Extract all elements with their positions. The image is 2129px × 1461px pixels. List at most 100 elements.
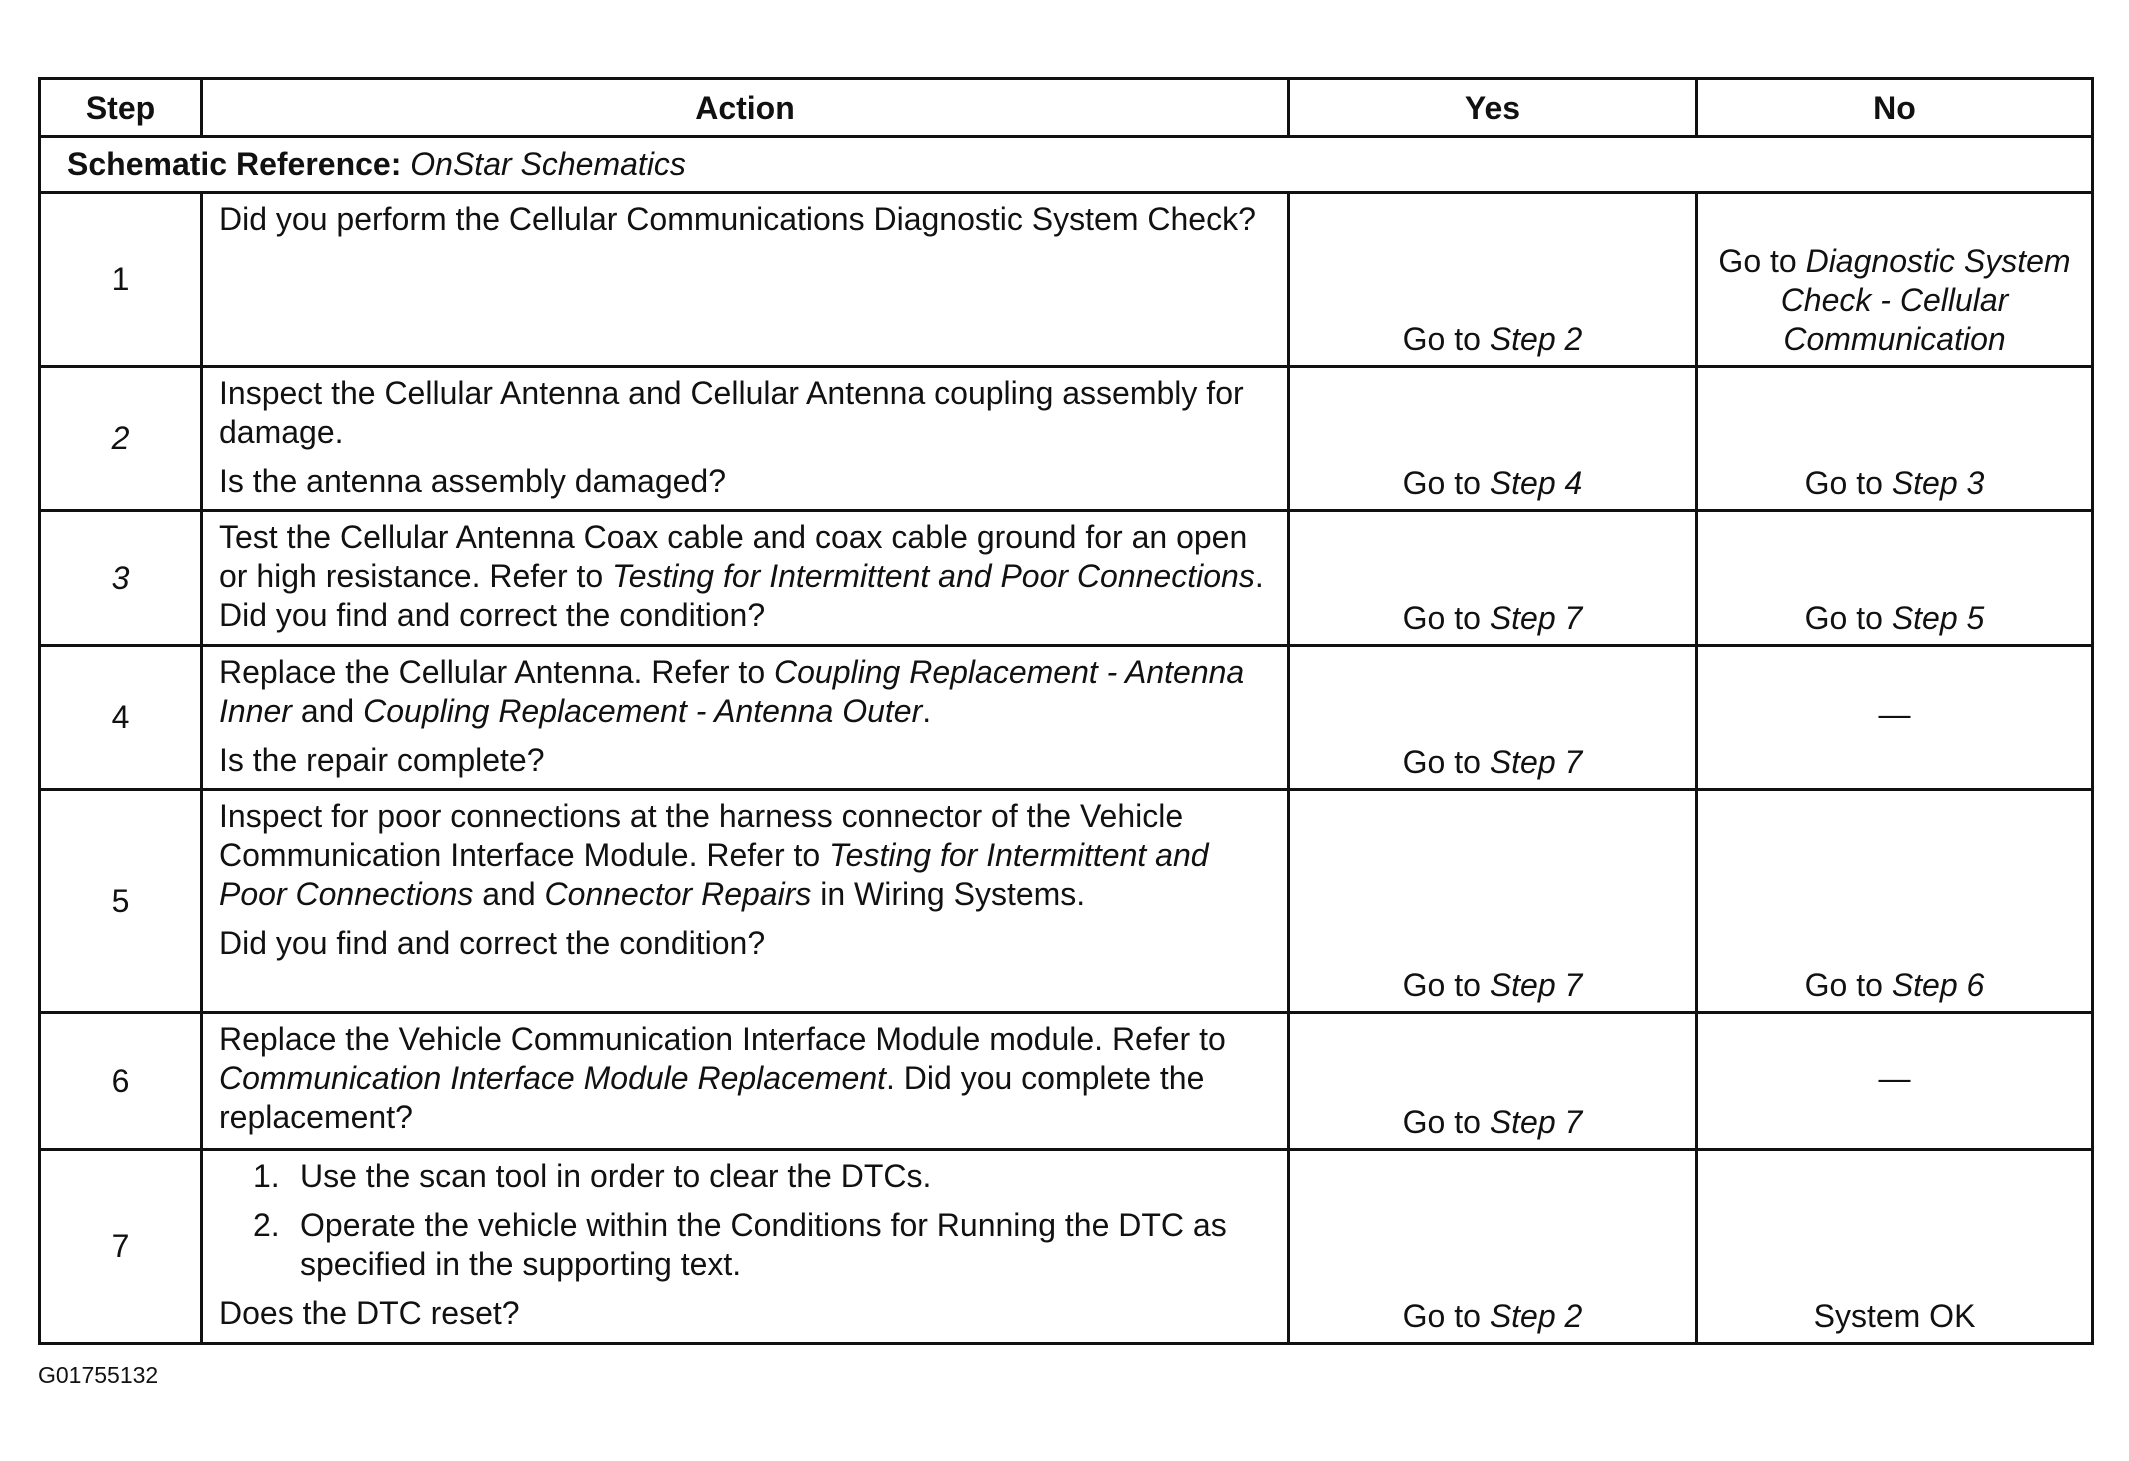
text: Go to xyxy=(1804,967,1892,1003)
text: Is the repair complete? xyxy=(219,742,545,778)
text: Inspect the Cellular Antenna and Cellula… xyxy=(219,375,1244,450)
action-cell: 1. Use the scan tool in order to clear th… xyxy=(200,1148,1290,1345)
yes-cell: Go to Step 7 xyxy=(1287,1011,1698,1151)
text: Go to xyxy=(1804,600,1892,636)
text: Go to xyxy=(1402,744,1490,780)
reference-link[interactable]: Step 7 xyxy=(1489,600,1583,636)
table-row: 3 Test the Cellular Antenna Coax cable a… xyxy=(38,509,2094,647)
step-number: 3 xyxy=(38,509,203,647)
step-number: 6 xyxy=(38,1011,203,1151)
list-number: 2. xyxy=(253,1207,280,1243)
text: Test the Cellular Antenna Coax cable and… xyxy=(219,519,1248,594)
reference-link[interactable]: Coupling Replacement - Antenna Inner xyxy=(219,654,1245,729)
schematic-link[interactable]: OnStar Schematics xyxy=(410,146,686,182)
step-number: 4 xyxy=(38,644,203,791)
no-cell: — xyxy=(1695,1011,2094,1151)
yes-cell: Go to Step 4 xyxy=(1287,365,1698,512)
text: . xyxy=(922,693,932,729)
list-item: 2. Operate the vehicle within the Conditi… xyxy=(253,1206,1271,1284)
text: Go to xyxy=(1718,243,1806,279)
action-paragraph: Did you perform the Cellular Communicati… xyxy=(219,200,1271,239)
step-number: 1 xyxy=(38,191,203,368)
no-cell: — xyxy=(1695,644,2094,791)
reference-link[interactable]: Step 7 xyxy=(1489,744,1583,780)
reference-link[interactable]: Testing for Intermittent and Poor Connec… xyxy=(219,837,1209,912)
text: — xyxy=(1878,696,1911,732)
header-yes: Yes xyxy=(1287,77,1698,138)
action-cell: Test the Cellular Antenna Coax cable and… xyxy=(200,509,1290,647)
reference-link[interactable]: Step 4 xyxy=(1489,465,1583,501)
text: Go to xyxy=(1402,967,1490,1003)
reference-link[interactable]: Communication Interface Module Replaceme… xyxy=(219,1060,886,1096)
table-row: 2 Inspect the Cellular Antenna and Cellu… xyxy=(38,365,2094,512)
action-cell: Inspect for poor connections at the harn… xyxy=(200,788,1290,1014)
text: and xyxy=(291,693,364,729)
text: . Did you complete the replacement? xyxy=(219,1060,1205,1135)
header-no: No xyxy=(1695,77,2094,138)
header-row: Step Action Yes No xyxy=(38,77,2094,138)
diagnostic-table: Step Action Yes No Schematic Reference: … xyxy=(38,77,2094,1345)
text: Go to xyxy=(1402,321,1490,357)
action-paragraph: Inspect for poor connections at the harn… xyxy=(219,797,1271,914)
list-number: 1. xyxy=(253,1158,280,1194)
reference-link[interactable]: Testing for Intermittent and Poor Connec… xyxy=(612,558,1255,594)
text: Go to xyxy=(1804,465,1892,501)
reference-link[interactable]: Connector Repairs xyxy=(544,876,812,912)
action-paragraph: Is the repair complete? xyxy=(219,741,1271,780)
action-paragraph: Is the antenna assembly damaged? xyxy=(219,462,1271,501)
yes-cell: Go to Step 7 xyxy=(1287,509,1698,647)
schematic-reference-row: Schematic Reference: OnStar Schematics xyxy=(38,135,2094,194)
figure-id: G01755132 xyxy=(38,1362,159,1388)
action-paragraph: Replace the Vehicle Communication Interf… xyxy=(219,1020,1271,1137)
action-paragraph: Test the Cellular Antenna Coax cable and… xyxy=(219,518,1271,635)
header-step: Step xyxy=(38,77,203,138)
reference-link[interactable]: Step 2 xyxy=(1489,321,1583,357)
action-paragraph: Replace the Cellular Antenna. Refer to C… xyxy=(219,653,1271,731)
text: and xyxy=(473,876,545,912)
reference-link[interactable]: Step 3 xyxy=(1891,465,1985,501)
action-cell: Inspect the Cellular Antenna and Cellula… xyxy=(200,365,1290,512)
yes-cell: Go to Step 2 xyxy=(1287,191,1698,368)
schematic-label: Schematic Reference: xyxy=(67,146,402,182)
header-action: Action xyxy=(200,77,1290,138)
table-row: 7 1. Use the scan tool in order to clear … xyxy=(38,1148,2094,1345)
text: Go to xyxy=(1402,1104,1490,1140)
action-cell: Did you perform the Cellular Communicati… xyxy=(200,191,1290,368)
reference-link[interactable]: Coupling Replacement - Antenna Outer xyxy=(363,693,923,729)
reference-link[interactable]: Step 2 xyxy=(1489,1298,1583,1334)
action-cell: Replace the Vehicle Communication Interf… xyxy=(200,1011,1290,1151)
reference-link[interactable]: Step 5 xyxy=(1891,600,1985,636)
action-paragraph: Inspect the Cellular Antenna and Cellula… xyxy=(219,374,1271,452)
no-cell: Go to Step 5 xyxy=(1695,509,2094,647)
step-number: 5 xyxy=(38,788,203,1014)
reference-link[interactable]: Step 7 xyxy=(1489,967,1583,1003)
yes-cell: Go to Step 2 xyxy=(1287,1148,1698,1345)
yes-cell: Go to Step 7 xyxy=(1287,788,1698,1014)
list-text: Use the scan tool in order to clear the … xyxy=(300,1158,932,1194)
text: Inspect for poor connections at the harn… xyxy=(219,798,1184,873)
text: in Wiring Systems. xyxy=(811,876,1086,912)
no-cell: Go to Diagnostic System Check - Cellular… xyxy=(1695,191,2094,368)
reference-link[interactable]: Step 7 xyxy=(1489,1104,1583,1140)
text: Go to xyxy=(1402,1298,1490,1334)
text: Replace the Cellular Antenna. Refer to xyxy=(219,654,774,690)
action-paragraph: Does the DTC reset? xyxy=(219,1294,1271,1333)
no-cell: System OK xyxy=(1695,1148,2094,1345)
text: Does the DTC reset? xyxy=(219,1295,520,1331)
reference-link[interactable]: Diagnostic System Check - Cellular Commu… xyxy=(1780,243,2071,357)
list-text: Operate the vehicle within the Condition… xyxy=(300,1207,1227,1282)
table-row: 5 Inspect for poor connections at the ha… xyxy=(38,788,2094,1014)
reference-link[interactable]: Step 6 xyxy=(1891,967,1985,1003)
text: Did you find and correct the condition? xyxy=(219,925,766,961)
table-row: 6 Replace the Vehicle Communication Inte… xyxy=(38,1011,2094,1151)
list-item: 1. Use the scan tool in order to clear th… xyxy=(253,1157,1271,1196)
action-paragraph: Did you find and correct the condition? xyxy=(219,924,1271,963)
action-cell: Replace the Cellular Antenna. Refer to C… xyxy=(200,644,1290,791)
text: . Did you find and correct the condition… xyxy=(219,558,1264,633)
step-number: 2 xyxy=(38,365,203,512)
text: Go to xyxy=(1402,600,1490,636)
text: Replace the Vehicle Communication Interf… xyxy=(219,1021,1226,1057)
table-row: 4 Replace the Cellular Antenna. Refer to… xyxy=(38,644,2094,791)
text: Go to xyxy=(1402,465,1490,501)
text: — xyxy=(1878,1059,1911,1096)
